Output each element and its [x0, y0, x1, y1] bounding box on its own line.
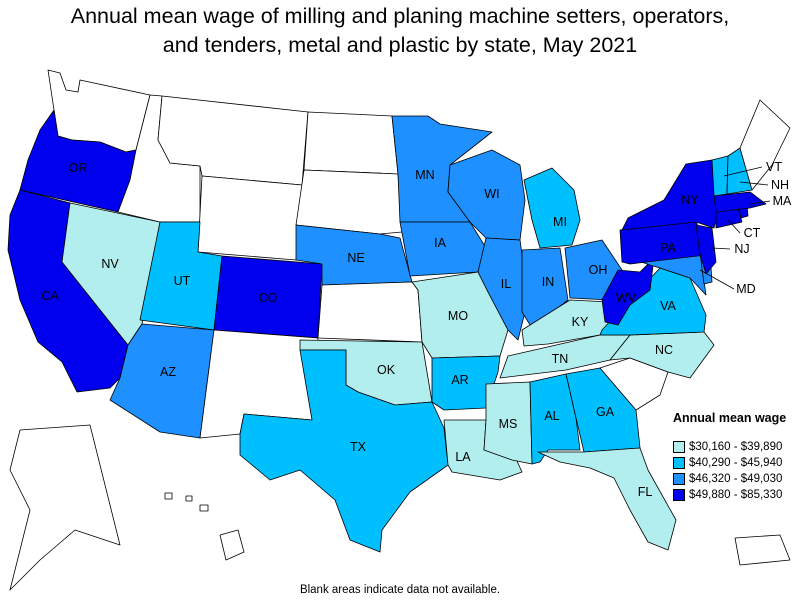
state-label-wi: WI — [484, 187, 499, 201]
state-label-oh: OH — [589, 263, 608, 277]
state-sc — [599, 357, 669, 411]
state-label-wv: WV — [616, 291, 637, 305]
state-ak — [9, 424, 121, 591]
state-label-ne: NE — [347, 251, 364, 265]
state-wv — [601, 257, 655, 326]
legend-swatch — [673, 441, 685, 453]
state-label-ms: MS — [499, 417, 518, 431]
state-label-nv: NV — [101, 257, 119, 271]
state-label-mi: MI — [553, 215, 567, 229]
state-label-co: CO — [259, 291, 278, 305]
state-label-az: AZ — [160, 365, 176, 379]
state-label-ca: CA — [41, 289, 59, 303]
state-tx — [239, 349, 449, 553]
state-label-ky: KY — [572, 315, 589, 329]
state-label-il: IL — [501, 277, 511, 291]
state-label-ct: CT — [744, 226, 761, 240]
state-nj — [695, 224, 717, 275]
legend-title: Annual mean wage — [673, 411, 787, 425]
legend-item: $40,290 - $45,940 — [673, 455, 798, 471]
state-mi — [523, 167, 581, 249]
state-hi — [164, 492, 245, 561]
state-label-tx: TX — [350, 440, 367, 454]
state-label-mn: MN — [415, 168, 434, 182]
state-label-nh: NH — [771, 178, 789, 192]
leader-line-md — [699, 269, 735, 290]
state-label-or: OR — [69, 161, 88, 175]
state-label-pa: PA — [660, 241, 676, 255]
leader-line-nj — [711, 247, 731, 250]
state-ks — [317, 281, 423, 343]
state-label-in: IN — [542, 275, 555, 289]
title-line-2: and tenders, metal and plastic by state,… — [162, 33, 638, 57]
state-label-fl: FL — [638, 485, 653, 499]
state-label-ia: IA — [434, 236, 446, 250]
state-label-vt: VT — [766, 160, 782, 174]
state-label-md: MD — [736, 282, 755, 296]
legend-item: $49,880 - $85,330 — [673, 487, 798, 503]
state-ma — [713, 191, 767, 213]
state-label-nc: NC — [655, 343, 673, 357]
legend-label: $40,290 - $45,940 — [689, 457, 783, 469]
state-nd — [303, 111, 399, 175]
legend-item: $30,160 - $39,890 — [673, 439, 798, 455]
legend-swatch — [673, 457, 685, 469]
footnote: Blank areas indicate data not available. — [299, 584, 501, 596]
state-label-ny: NY — [681, 193, 699, 207]
state-fl — [537, 447, 677, 551]
state-label-tn: TN — [552, 352, 569, 366]
leader-line-vt — [723, 166, 763, 177]
state-label-ut: UT — [174, 274, 191, 288]
state-label-nj: NJ — [734, 242, 749, 256]
state-wy — [197, 175, 303, 261]
state-label-mo: MO — [448, 309, 468, 323]
leader-line-ma — [749, 200, 771, 205]
state-ny — [621, 159, 719, 231]
legend-swatch — [673, 489, 685, 501]
legend-label: $46,320 - $49,030 — [689, 473, 783, 485]
state-label-la: LA — [455, 450, 471, 464]
state-sd — [295, 169, 403, 235]
title-line-1: Annual mean wage of milling and planing … — [70, 4, 730, 28]
state-label-al: AL — [544, 409, 559, 423]
legend-swatch — [673, 473, 685, 485]
leader-line-nh — [739, 181, 769, 186]
legend-label: $49,880 - $85,330 — [689, 489, 783, 501]
legend-item: $46,320 - $49,030 — [673, 471, 798, 487]
state-il — [477, 237, 529, 341]
map-title: Annual mean wage of milling and planing … — [0, 2, 800, 60]
state-label-ok: OK — [377, 363, 396, 377]
leader-line-ct — [727, 219, 741, 234]
state-label-ga: GA — [596, 405, 615, 419]
state-label-ma: MA — [773, 194, 792, 208]
state-pr — [734, 534, 791, 566]
legend-label: $30,160 - $39,890 — [689, 441, 783, 453]
state-label-va: VA — [660, 299, 676, 313]
legend: Annual mean wage $30,160 - $39,890 $40,2… — [673, 411, 798, 503]
state-label-ar: AR — [451, 373, 468, 387]
